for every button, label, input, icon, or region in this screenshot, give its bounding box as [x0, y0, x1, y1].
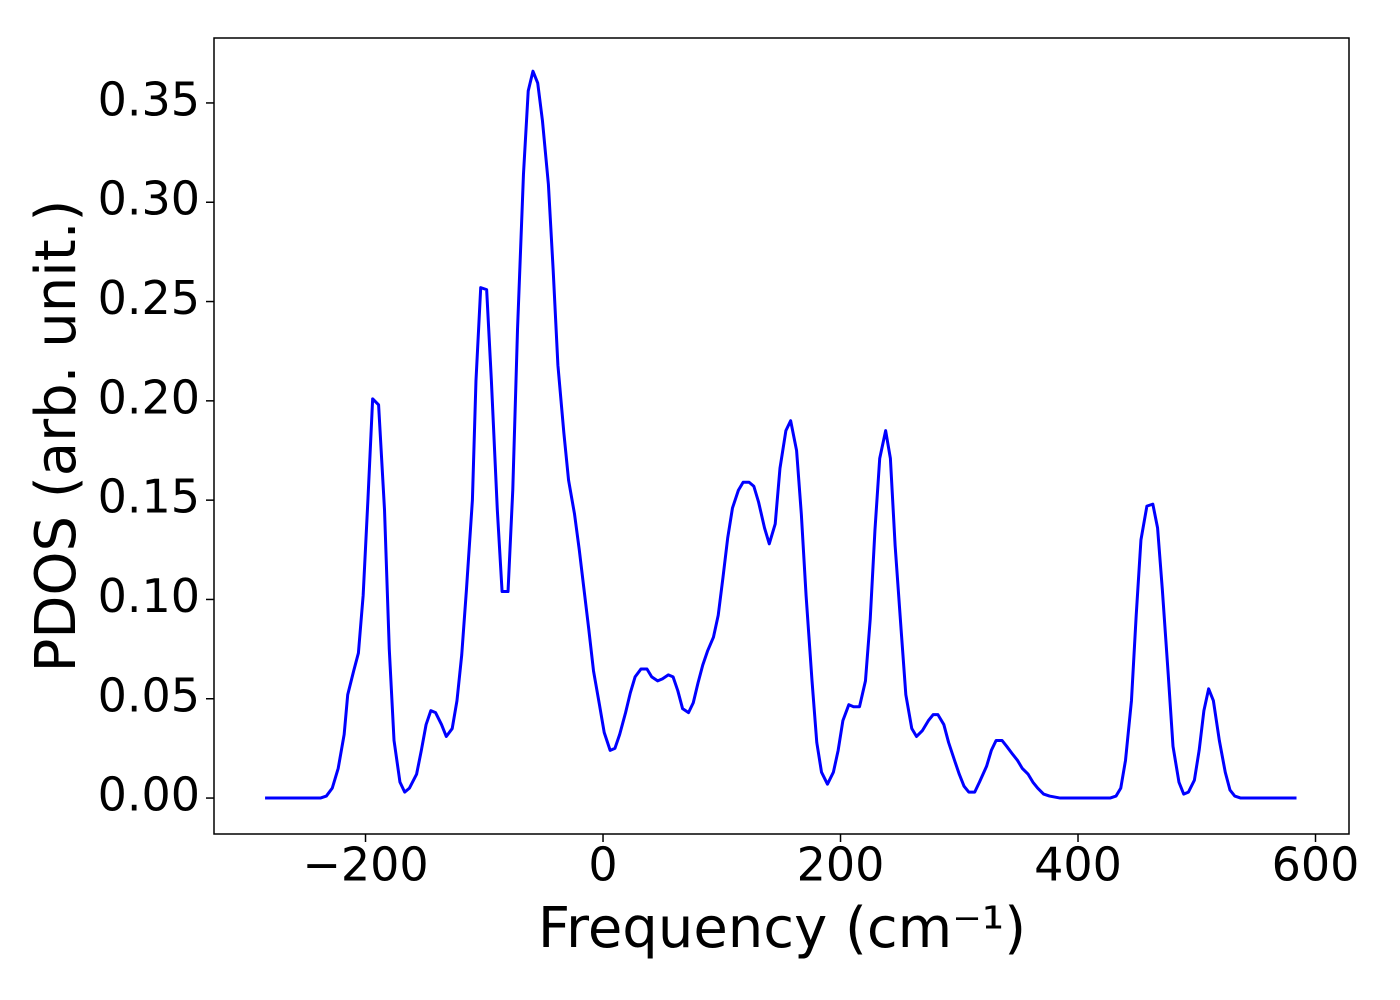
y-tick-label: 0.25	[98, 271, 200, 325]
y-tick-label: 0.15	[98, 470, 200, 524]
y-axis-label: PDOS (arb. unit.)	[24, 200, 89, 673]
plot-frame	[213, 37, 1350, 835]
data-line	[265, 69, 1297, 800]
x-tick-label: 0	[588, 838, 617, 892]
y-tick-label: 0.30	[98, 172, 200, 226]
x-tick-label: 400	[1034, 838, 1122, 892]
y-tick-label: 0.05	[98, 668, 200, 722]
x-tick-label: 600	[1272, 838, 1360, 892]
y-tick-label: 0.10	[98, 569, 200, 623]
y-tick-label: 0.20	[98, 370, 200, 424]
y-tick-label: 0.00	[98, 768, 200, 822]
y-tick-label: 0.35	[98, 72, 200, 126]
x-axis-label: Frequency (cm⁻¹)	[538, 896, 1026, 961]
x-tick-label: −200	[302, 838, 428, 892]
x-tick-label: 200	[797, 838, 885, 892]
